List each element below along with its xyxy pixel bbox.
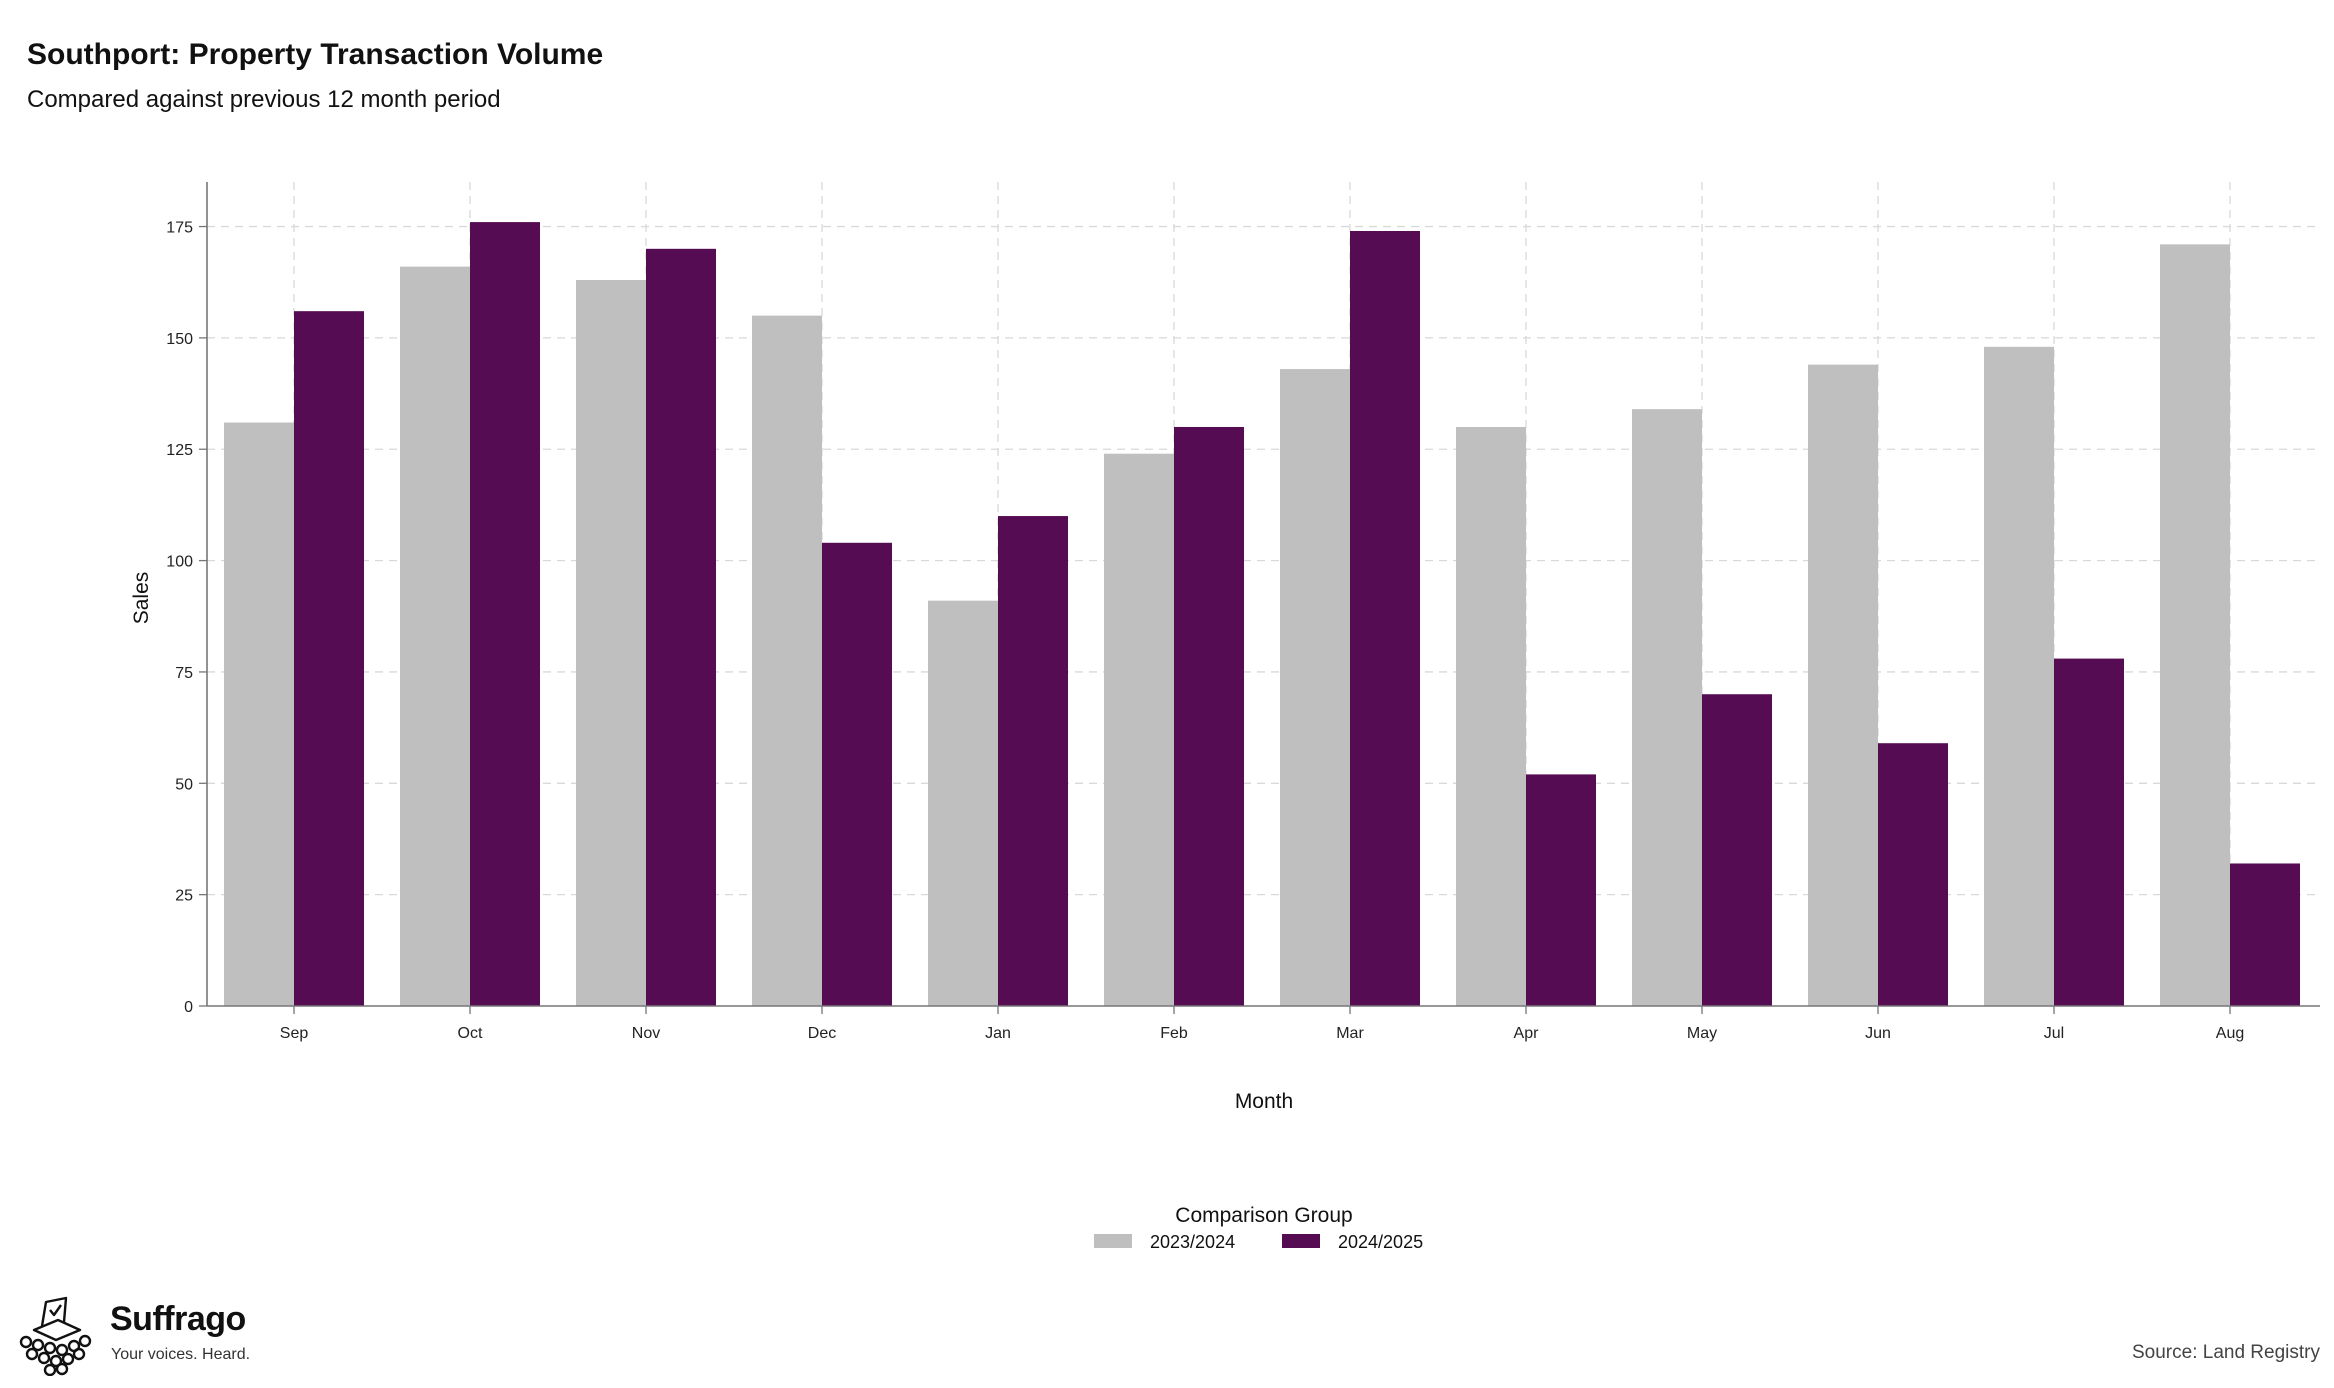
bar-2024-2025-jul <box>2054 658 2124 1006</box>
bar-2023-2024-oct <box>400 266 470 1006</box>
y-axis-title: Sales <box>130 572 153 625</box>
bar-2023-2024-feb <box>1104 453 1174 1007</box>
ballot-box-icon <box>19 1296 92 1376</box>
bar-2023-2024-mar <box>1280 369 1350 1006</box>
legend-swatch-2024-2025 <box>1282 1234 1320 1248</box>
x-tick-label-may: May <box>1687 1025 1717 1042</box>
y-tick-label: 75 <box>175 665 193 682</box>
tick-labels: 0 25 50 75 100 125 150 175 Sep Oct Nov Dec Jan Feb Mar… <box>166 220 2244 1042</box>
bar-2023-2024-apr <box>1456 426 1526 1006</box>
y-tick-label: 25 <box>175 888 193 905</box>
axes <box>199 182 2320 1014</box>
bar-2023-2024-dec <box>752 315 822 1007</box>
bar-2024-2025-aug <box>2230 863 2300 1006</box>
brand-logo: Suffrago Your voices. Heard. <box>14 1296 274 1376</box>
bar-2024-2025-sep <box>294 311 364 1006</box>
y-tick-label: 175 <box>166 220 193 237</box>
brand-tagline: Your voices. Heard. <box>111 1346 251 1363</box>
legend: Comparison Group 2023/2024 2024/2025 <box>1094 1204 1423 1252</box>
bar-2023-2024-jul <box>1984 346 2054 1006</box>
chart-title: Southport: Property Transaction Volume <box>27 38 604 71</box>
source-note: Source: Land Registry <box>2132 1342 2320 1363</box>
bars <box>224 222 2300 1007</box>
y-tick-label: 150 <box>166 331 193 348</box>
x-tick-label-nov: Nov <box>632 1025 660 1042</box>
legend-label-2023-2024: 2023/2024 <box>1150 1232 1235 1252</box>
y-tick-label: 100 <box>166 554 193 571</box>
x-tick-label-jun: Jun <box>1865 1025 1891 1042</box>
brand-name: Suffrago <box>110 1300 246 1338</box>
legend-label-2024-2025: 2024/2025 <box>1338 1232 1423 1252</box>
bar-2023-2024-nov <box>576 279 646 1006</box>
y-tick-label: 125 <box>166 442 193 459</box>
legend-title: Comparison Group <box>1175 1204 1352 1227</box>
y-tick-label: 0 <box>184 999 193 1016</box>
bar-2024-2025-nov <box>646 248 716 1007</box>
bar-2024-2025-dec <box>822 542 892 1006</box>
x-tick-label-dec: Dec <box>808 1025 836 1042</box>
bar-chart: 0 25 50 75 100 125 150 175 Sep Oct Nov Dec Jan Feb Mar… <box>130 182 2320 1252</box>
x-tick-label-mar: Mar <box>1336 1025 1364 1042</box>
legend-swatch-2023-2024 <box>1094 1234 1132 1248</box>
x-tick-label-sep: Sep <box>280 1025 309 1042</box>
x-tick-label-feb: Feb <box>1160 1025 1188 1042</box>
bar-2023-2024-aug <box>2160 244 2230 1006</box>
chart-subtitle: Compared against previous 12 month perio… <box>27 86 501 113</box>
bar-2024-2025-mar <box>1350 230 1420 1006</box>
x-tick-label-aug: Aug <box>2216 1025 2244 1042</box>
bar-2023-2024-sep <box>224 422 294 1006</box>
bar-2024-2025-feb <box>1174 426 1244 1006</box>
y-tick-label: 50 <box>175 776 193 793</box>
bar-2024-2025-jan <box>998 516 1068 1006</box>
x-tick-label-jan: Jan <box>985 1025 1011 1042</box>
x-tick-label-apr: Apr <box>1514 1025 1540 1042</box>
x-tick-label-oct: Oct <box>458 1025 483 1042</box>
bar-2023-2024-jan <box>928 600 998 1006</box>
bar-2024-2025-apr <box>1526 774 1596 1006</box>
bar-2024-2025-oct <box>470 222 540 1006</box>
bar-2024-2025-jun <box>1878 743 1948 1006</box>
x-tick-label-jul: Jul <box>2044 1025 2064 1042</box>
bar-2024-2025-may <box>1702 694 1772 1006</box>
x-axis-title: Month <box>1235 1090 1293 1113</box>
bar-2023-2024-may <box>1632 409 1702 1007</box>
bar-2023-2024-jun <box>1808 364 1878 1006</box>
